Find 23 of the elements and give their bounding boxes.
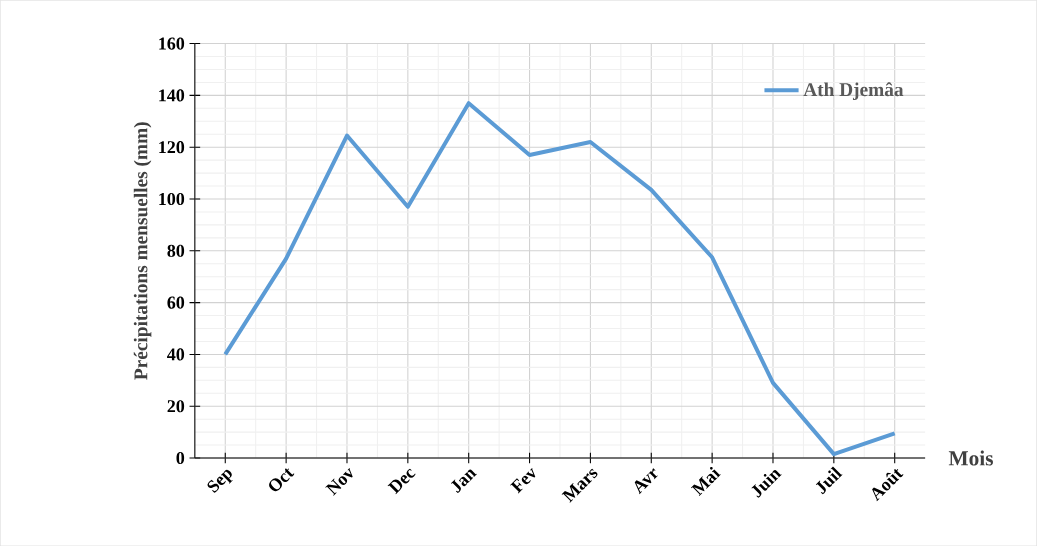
y-tick-label: 160 (159, 37, 185, 50)
x-tick-label: Mai (690, 466, 721, 496)
y-tick-label: 100 (159, 192, 185, 205)
x-tick-label: Oct (269, 468, 295, 491)
x-tick-label: Juin (751, 469, 782, 498)
x-tick-label: Avr (634, 468, 658, 495)
y-tick-label: 40 (167, 348, 185, 361)
y-tick-label: 60 (167, 296, 185, 309)
y-axis-title: Précipitations mensuelles (mm) (133, 122, 152, 380)
x-axis-title: Mois (948, 450, 993, 466)
legend-label: Ath Djemâa (803, 82, 904, 100)
line-series (223, 101, 897, 457)
y-tick-label: 120 (159, 140, 185, 154)
y-tick-label: 140 (159, 89, 185, 102)
y-tick-label: 0 (176, 451, 185, 464)
x-tick-label: Nov (325, 467, 353, 496)
x-tick-label: Juil (815, 466, 843, 495)
x-tick-label: Sep (207, 469, 233, 493)
x-tick-label: Fev (510, 467, 536, 494)
y-tick-label: 20 (167, 400, 185, 413)
y-tick-label: 80 (167, 244, 185, 257)
x-tick-label: Dec (387, 468, 416, 495)
x-tick-label: Jan (450, 469, 477, 493)
